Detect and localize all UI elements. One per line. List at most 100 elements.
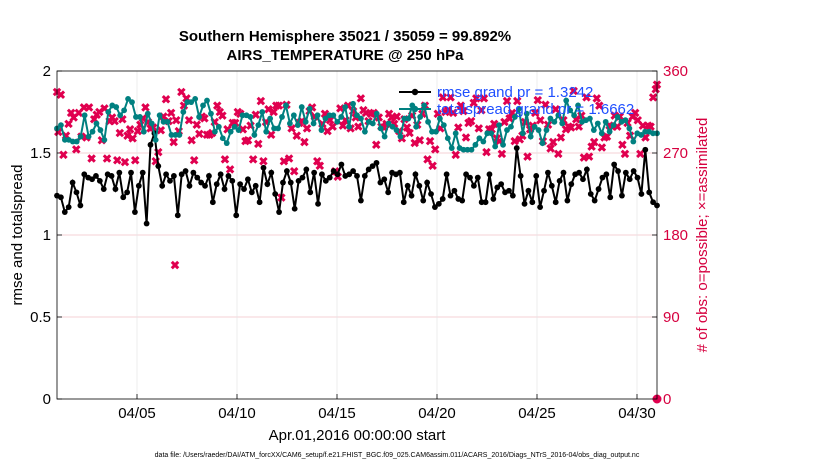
series-point <box>606 128 613 135</box>
series-point <box>81 171 88 178</box>
series-point <box>268 169 275 176</box>
obs-assimilated-point <box>71 145 81 154</box>
obs-assimilated-point <box>169 137 178 147</box>
series-point <box>276 209 282 215</box>
series-point <box>567 107 574 114</box>
series-point <box>541 187 547 194</box>
obs-assimilated-point <box>548 137 558 147</box>
series-point <box>488 130 495 137</box>
series-point <box>452 130 459 137</box>
series-point <box>412 171 419 178</box>
series-point <box>373 110 380 117</box>
obs-assimilated-point <box>123 131 132 140</box>
series-point <box>468 146 475 153</box>
series-point <box>476 135 483 142</box>
series-point <box>198 179 205 186</box>
series-point <box>650 199 657 206</box>
obs-assimilated-point <box>112 156 122 165</box>
series-point <box>494 184 501 191</box>
series-point <box>548 182 555 189</box>
obs-assimilated-point <box>410 138 419 148</box>
obs-assimilated-point <box>533 95 543 105</box>
series-point <box>227 128 234 135</box>
series-point <box>603 171 610 178</box>
obs-assimilated-point <box>448 108 458 118</box>
obs-assimilated-point <box>220 155 230 164</box>
series-point <box>511 114 518 120</box>
series-point <box>255 122 262 129</box>
series-point <box>619 192 625 199</box>
series-point <box>303 166 310 173</box>
obs-assimilated-point <box>84 103 94 112</box>
series-point <box>211 128 218 135</box>
series-point <box>194 174 201 181</box>
series-point <box>622 169 629 176</box>
series-point <box>148 120 155 127</box>
series-point <box>463 171 469 178</box>
obs-assimilated-point <box>392 112 402 121</box>
series-point <box>192 95 199 102</box>
series-point <box>81 112 88 119</box>
series-point <box>237 181 244 188</box>
obs-assimilated-point <box>556 133 566 142</box>
obs-assimilated-point <box>64 119 73 129</box>
series-point <box>124 189 131 196</box>
obs-assimilated-point <box>454 123 463 132</box>
obs-assimilated-point <box>446 93 455 102</box>
obs-assimilated-point <box>264 105 273 114</box>
series-point <box>156 112 163 119</box>
series-point <box>65 204 72 211</box>
series-point <box>279 114 285 120</box>
series-point <box>125 95 131 102</box>
y-right-tick-label: 360 <box>663 63 688 80</box>
series-point <box>611 161 618 168</box>
legend-label: totalspread grand pr = 1.6662 <box>437 101 634 118</box>
series-point <box>551 118 558 125</box>
series-point <box>330 168 337 174</box>
series-point <box>225 173 232 179</box>
series-point <box>318 127 325 133</box>
series-point <box>580 176 586 183</box>
series-point <box>342 104 349 110</box>
series-point <box>517 173 524 179</box>
x-tick-label: 04/30 <box>618 405 656 422</box>
series-point <box>556 177 563 184</box>
chart-subtitle: AIRS_TEMPERATURE @ 250 hPa <box>227 47 465 64</box>
obs-assimilated-point <box>274 101 284 110</box>
series-point <box>139 169 146 176</box>
series-point <box>69 179 76 186</box>
series-point <box>298 104 305 110</box>
series-point <box>559 120 566 127</box>
series-point <box>267 115 274 122</box>
obs-assimilated-point <box>582 93 591 102</box>
series-point <box>543 127 550 133</box>
series-point <box>350 100 356 107</box>
series-point <box>306 105 313 112</box>
obs-assimilated-point <box>592 94 602 103</box>
series-point <box>421 102 428 109</box>
series-point <box>638 132 645 138</box>
obs-assimilated-point <box>110 116 119 126</box>
series-point <box>57 194 64 201</box>
obs-assimilated-point <box>648 93 658 102</box>
series-point <box>523 110 530 117</box>
obs-assimilated-point <box>212 101 222 110</box>
series-point <box>291 205 298 212</box>
series-point <box>630 138 637 145</box>
obs-assimilated-point <box>156 125 166 135</box>
series-point <box>373 159 380 166</box>
obs-assimilated-point <box>423 155 432 164</box>
obs-assimilated-point <box>177 87 186 97</box>
series-point <box>433 128 439 135</box>
series-point <box>594 120 601 127</box>
obs-assimilated-point <box>192 120 202 130</box>
series-point <box>397 133 404 140</box>
series-point <box>275 125 281 132</box>
series-point <box>467 174 473 181</box>
series-point <box>294 122 301 129</box>
series-point <box>322 115 329 122</box>
obs-assimilated-point <box>636 149 645 159</box>
series-point <box>219 135 226 142</box>
series-point <box>286 120 293 127</box>
series-point <box>400 199 407 206</box>
